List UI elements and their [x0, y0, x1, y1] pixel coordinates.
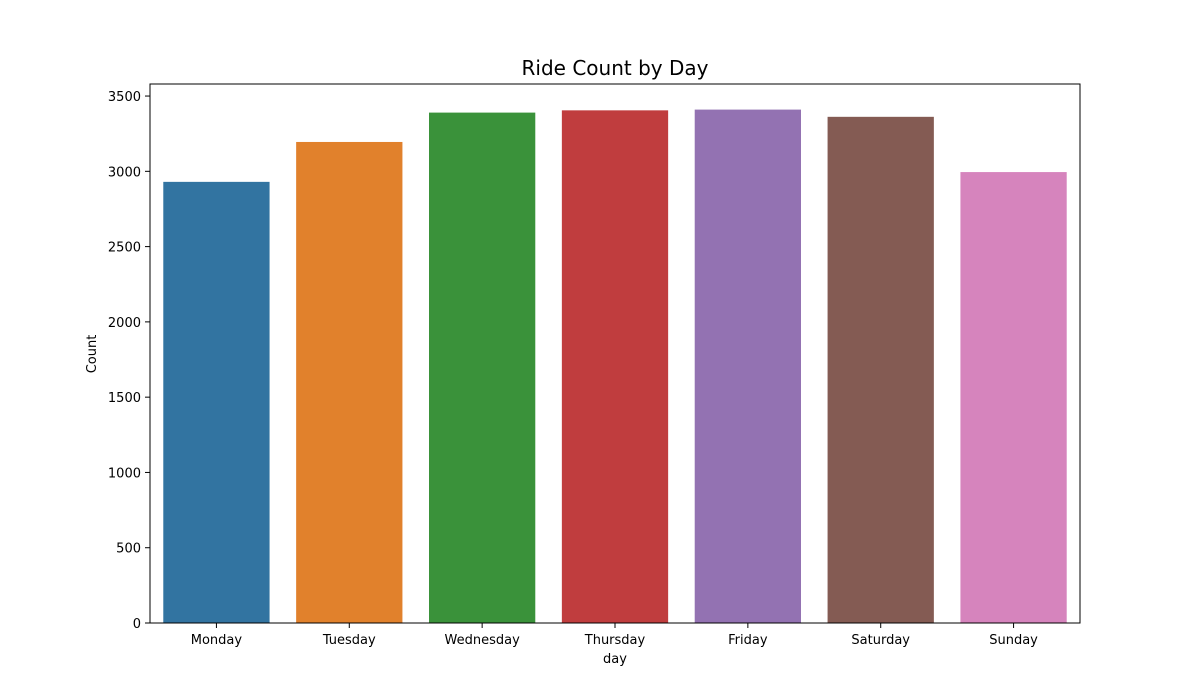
x-axis-label: day	[603, 652, 627, 667]
y-axis: 0 500 1000 1500 2000 2500 3000 3500	[108, 90, 150, 632]
x-tick-label: Friday	[728, 633, 768, 648]
y-tick-label: 3500	[108, 90, 141, 105]
bar-monday	[163, 181, 270, 623]
x-axis: Monday Tuesday Wednesday Thursday Friday Satu…	[191, 623, 1038, 648]
bar-sunday	[960, 172, 1067, 623]
y-axis-label: Count	[85, 335, 100, 374]
x-tick-label: Tuesday	[322, 633, 376, 648]
bar-wednesday	[429, 112, 536, 624]
bars-group	[163, 109, 1067, 624]
y-tick-label: 0	[133, 617, 141, 632]
x-tick-label: Thursday	[584, 633, 646, 648]
x-tick-label: Sunday	[989, 633, 1038, 648]
y-tick-label: 2500	[108, 241, 141, 256]
y-tick-label: 3000	[108, 165, 141, 180]
x-tick-label: Monday	[191, 633, 243, 648]
bar-saturday	[827, 116, 934, 624]
chart-title: Ride Count by Day	[522, 56, 709, 80]
y-tick-label: 1000	[108, 466, 141, 481]
bar-tuesday	[296, 141, 403, 623]
bar-thursday	[561, 110, 669, 623]
x-tick-label: Wednesday	[445, 633, 521, 648]
bar-friday	[694, 109, 801, 623]
x-tick-label: Saturday	[851, 633, 910, 648]
y-tick-label: 1500	[108, 391, 141, 406]
y-tick-label: 2000	[108, 316, 141, 331]
y-tick-label: 500	[116, 542, 141, 557]
